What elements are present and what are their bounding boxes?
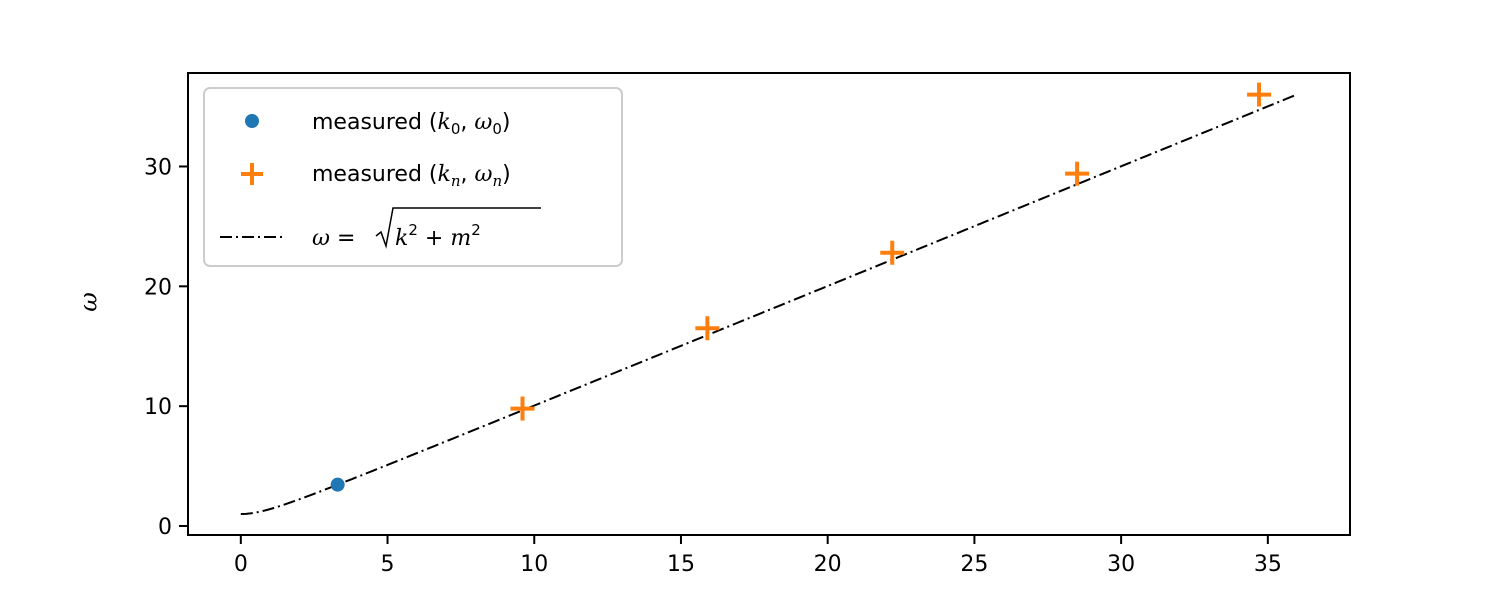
x-tick-label: 35 bbox=[1254, 552, 1282, 577]
y-tick-label: 30 bbox=[144, 155, 172, 180]
legend: measured (k0, ω0) measured (kn, ωn) ω = … bbox=[203, 87, 623, 267]
y-axis-label: ω bbox=[75, 292, 103, 312]
y-tick-label: 20 bbox=[144, 275, 172, 300]
x-tick-label: 10 bbox=[520, 552, 548, 577]
legend-label-measured-0: measured (k0, ω0) bbox=[312, 110, 510, 138]
x-axis: 0 5 10 15 20 25 30 35 bbox=[234, 535, 1282, 577]
x-tick-label: 0 bbox=[234, 552, 248, 577]
y-tick-label: 0 bbox=[158, 515, 172, 540]
measured-point-0 bbox=[330, 477, 345, 492]
legend-frame bbox=[203, 87, 623, 267]
svg-text:k2 + m2: k2 + m2 bbox=[395, 221, 481, 251]
x-tick-label: 30 bbox=[1107, 552, 1135, 577]
measured-point-n bbox=[510, 396, 535, 421]
legend-label-dispersion: ω = k2 + m2 bbox=[312, 207, 541, 251]
y-axis: 0 10 20 30 bbox=[144, 155, 188, 540]
x-tick-label: 20 bbox=[814, 552, 842, 577]
measured-point-n bbox=[695, 316, 720, 341]
legend-marker-measured-0 bbox=[245, 114, 259, 128]
legend-marker-measured-n bbox=[241, 163, 263, 185]
x-tick-label: 25 bbox=[960, 552, 988, 577]
data-marks bbox=[240, 82, 1298, 516]
y-tick-label: 10 bbox=[144, 395, 172, 420]
x-tick-label: 5 bbox=[381, 552, 395, 577]
x-tick-label: 15 bbox=[667, 552, 695, 577]
svg-text:ω =: ω = bbox=[312, 226, 355, 251]
axes-frame bbox=[187, 72, 1351, 536]
dispersion-curve bbox=[240, 93, 1298, 516]
measured-point-n bbox=[880, 240, 905, 265]
legend-label-measured-n: measured (kn, ωn) bbox=[312, 162, 511, 190]
measured-point-n bbox=[1247, 82, 1272, 107]
measured-point-n bbox=[1065, 161, 1090, 186]
